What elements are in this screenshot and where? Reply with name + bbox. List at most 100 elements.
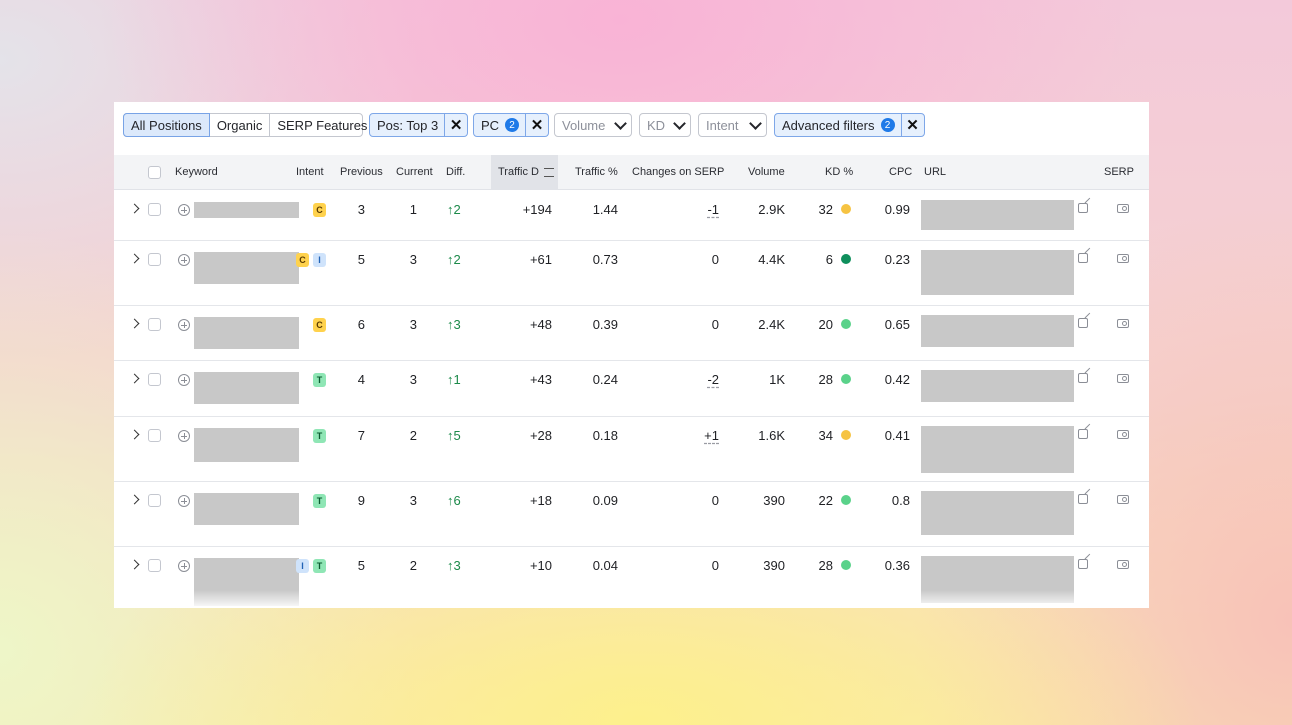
row-checkbox[interactable]	[148, 559, 161, 572]
external-link-icon[interactable]	[1078, 494, 1088, 504]
device-count-badge: 2	[505, 118, 520, 132]
serp-snapshot-icon[interactable]	[1117, 319, 1129, 328]
serp-snapshot-icon[interactable]	[1117, 254, 1129, 263]
url-redacted[interactable]	[921, 491, 1074, 535]
add-keyword-icon[interactable]	[178, 495, 190, 507]
expand-row-chevron-icon[interactable]	[129, 373, 140, 384]
serp-snapshot-icon[interactable]	[1117, 374, 1129, 383]
external-link-icon[interactable]	[1078, 318, 1088, 328]
kd-level-dot	[841, 319, 851, 329]
col-cpc[interactable]: CPC	[889, 166, 913, 178]
expand-row-chevron-icon[interactable]	[129, 318, 140, 329]
keyword-redacted[interactable]	[194, 428, 299, 462]
volume-dropdown-label: Volume	[562, 117, 606, 133]
url-redacted[interactable]	[921, 315, 1074, 347]
url-redacted[interactable]	[921, 250, 1074, 295]
intent-badge: C	[313, 318, 326, 332]
kd-dropdown[interactable]: KD	[639, 113, 691, 137]
col-intent[interactable]: Intent	[296, 166, 324, 178]
serp-snapshot-icon[interactable]	[1117, 204, 1129, 213]
keyword-redacted[interactable]	[194, 372, 299, 404]
add-keyword-icon[interactable]	[178, 430, 190, 442]
sort-icon	[544, 167, 555, 177]
add-keyword-icon[interactable]	[178, 319, 190, 331]
tab-serp-features[interactable]: SERP Features	[269, 114, 374, 136]
changes-on-serp[interactable]: +1	[704, 428, 719, 443]
url-redacted[interactable]	[921, 426, 1074, 473]
intent-badge: T	[313, 373, 326, 387]
intent-badge: I	[296, 559, 309, 573]
previous-position: 9	[357, 493, 365, 508]
intent-badge: T	[313, 429, 326, 443]
select-all-checkbox[interactable]	[148, 166, 161, 179]
keyword-redacted[interactable]	[194, 252, 299, 284]
col-diff[interactable]: Diff.	[446, 166, 466, 178]
cpc-value: 0.23	[884, 252, 910, 267]
col-current[interactable]: Current	[396, 166, 433, 178]
keyword-redacted[interactable]	[194, 202, 299, 218]
close-icon[interactable]: ✕	[525, 114, 548, 136]
changes-on-serp[interactable]: -2	[707, 372, 719, 387]
row-checkbox[interactable]	[148, 429, 161, 442]
tab-all-positions[interactable]: All Positions	[123, 113, 210, 137]
current-position: 3	[409, 493, 417, 508]
expand-row-chevron-icon[interactable]	[129, 203, 140, 214]
current-position: 3	[409, 317, 417, 332]
external-link-icon[interactable]	[1078, 203, 1088, 213]
traffic-diff: +43	[529, 372, 552, 387]
external-link-icon[interactable]	[1078, 373, 1088, 383]
close-icon[interactable]: ✕	[900, 114, 924, 136]
add-keyword-icon[interactable]	[178, 204, 190, 216]
close-icon[interactable]: ✕	[444, 114, 467, 136]
keyword-redacted[interactable]	[194, 493, 299, 525]
col-keyword[interactable]: Keyword	[175, 166, 218, 178]
table-row: T 7 2 ↑5 +28 0.18 +1 1.6K 34 0.41	[114, 416, 1149, 482]
chevron-down-icon	[614, 116, 627, 130]
col-volume[interactable]: Volume	[748, 166, 785, 178]
add-keyword-icon[interactable]	[178, 254, 190, 266]
current-position: 3	[409, 252, 417, 267]
keyword-difficulty: 34	[818, 428, 833, 443]
row-checkbox[interactable]	[148, 203, 161, 216]
expand-row-chevron-icon[interactable]	[129, 559, 140, 570]
device-filter-chip[interactable]: PC 2 ✕	[473, 113, 550, 137]
cpc-value: 0.42	[884, 372, 910, 387]
row-checkbox[interactable]	[148, 494, 161, 507]
external-link-icon[interactable]	[1078, 429, 1088, 439]
previous-position: 5	[357, 252, 365, 267]
position-filter-chip[interactable]: Pos: Top 3 ✕	[369, 113, 469, 137]
tab-organic[interactable]: Organic	[216, 117, 263, 133]
col-traffic-diff[interactable]: Traffic D	[491, 155, 558, 189]
col-traffic-pct[interactable]: Traffic %	[575, 166, 618, 178]
position-type-toggle: All Positions Organic SERP Features	[123, 113, 367, 137]
row-checkbox[interactable]	[148, 318, 161, 331]
col-previous[interactable]: Previous	[340, 166, 383, 178]
keyword-difficulty: 22	[818, 493, 833, 508]
url-redacted[interactable]	[921, 200, 1074, 230]
advanced-filters-chip[interactable]: Advanced filters 2 ✕	[774, 113, 925, 137]
col-changes-on-serp[interactable]: Changes on SERP	[632, 166, 725, 178]
volume-dropdown[interactable]: Volume	[554, 113, 632, 137]
keyword-redacted[interactable]	[194, 317, 299, 349]
changes-on-serp[interactable]: -1	[707, 202, 719, 217]
serp-snapshot-icon[interactable]	[1117, 495, 1129, 504]
intent-badge: C	[313, 203, 326, 217]
position-diff: ↑3	[447, 317, 461, 332]
expand-row-chevron-icon[interactable]	[129, 253, 140, 264]
add-keyword-icon[interactable]	[178, 374, 190, 386]
url-redacted[interactable]	[921, 370, 1074, 402]
advanced-count-badge: 2	[880, 118, 895, 132]
row-checkbox[interactable]	[148, 253, 161, 266]
col-kd[interactable]: KD %	[825, 166, 854, 178]
bottom-fade	[114, 590, 1149, 608]
serp-snapshot-icon[interactable]	[1117, 430, 1129, 439]
expand-row-chevron-icon[interactable]	[129, 494, 140, 505]
external-link-icon[interactable]	[1078, 559, 1088, 569]
cpc-value: 0.99	[884, 202, 910, 217]
serp-snapshot-icon[interactable]	[1117, 560, 1129, 569]
expand-row-chevron-icon[interactable]	[129, 429, 140, 440]
row-checkbox[interactable]	[148, 373, 161, 386]
intent-dropdown[interactable]: Intent	[698, 113, 767, 137]
external-link-icon[interactable]	[1078, 253, 1088, 263]
add-keyword-icon[interactable]	[178, 560, 190, 572]
